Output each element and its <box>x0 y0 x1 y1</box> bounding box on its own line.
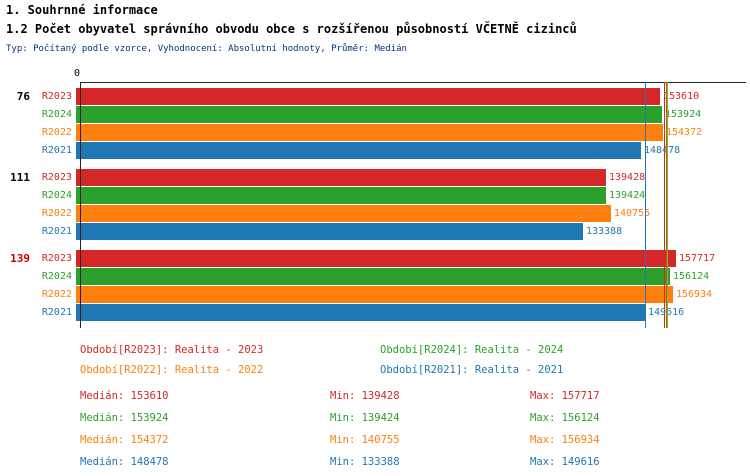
chart-title: 1.2 Počet obyvatel správního obvodu obce… <box>6 22 577 36</box>
bar-r2021 <box>76 223 583 240</box>
bar-group: 111 R2023 139428 R2024 139424 R2022 140755 R202… <box>0 169 750 240</box>
bar-value-label: 140755 <box>614 208 651 219</box>
series-label: R2023 <box>41 172 72 183</box>
stats-row: Medián: 153924 Min: 139424 Max: 156124 <box>0 412 750 426</box>
bar-chart: 0 76 R2023 153610 R2024 153924 R2022 154372 R20… <box>0 64 750 334</box>
stat-max: Max: 157717 <box>530 390 600 402</box>
bar-row: R2021149616 <box>0 304 750 321</box>
stat-max: Max: 156934 <box>530 434 600 446</box>
bar-r2021 <box>76 304 645 321</box>
stat-median: Medián: 153610 <box>80 390 169 402</box>
bar-row: R2024 156124 <box>0 268 750 285</box>
stat-median: Medián: 153924 <box>80 412 169 424</box>
stats-row: Medián: 148478 Min: 133388 Max: 149616 <box>0 456 750 470</box>
bar-r2024 <box>76 106 662 123</box>
series-label: R2024 <box>41 190 72 201</box>
stats-row: Medián: 154372 Min: 140755 Max: 156934 <box>0 434 750 448</box>
bar-row: R2024 139424 <box>0 187 750 204</box>
bar-row: R2022 140755 <box>0 205 750 222</box>
stat-min: Min: 140755 <box>330 434 400 446</box>
bar-row: 76 R2023 153610 <box>0 88 750 105</box>
bar-value-label: 139424 <box>609 190 646 201</box>
bar-value-label: 154372 <box>666 127 703 138</box>
bar-row: 111 R2023 139428 <box>0 169 750 186</box>
value-axis-line <box>80 82 746 83</box>
median-line-r2023 <box>664 82 665 328</box>
series-label: R2024 <box>41 109 72 120</box>
category-axis-line <box>80 82 81 328</box>
category-label: 111 <box>10 171 30 184</box>
stat-min: Min: 139428 <box>330 390 400 402</box>
bar-row: R2021 133388 <box>0 223 750 240</box>
bar-r2024 <box>76 268 670 285</box>
series-label: R2021 <box>41 307 72 318</box>
axis-origin-label: 0 <box>74 68 81 79</box>
chart-stats: Medián: 153610 Min: 139428 Max: 157717 Medi… <box>0 390 750 476</box>
bar-value-label: 153610 <box>663 91 700 102</box>
bar-value-label: 133388 <box>586 226 623 237</box>
stat-max: Max: 149616 <box>530 456 600 468</box>
series-label: R2022 <box>41 208 72 219</box>
bar-r2023 <box>76 88 660 105</box>
median-line-r2022 <box>667 82 668 328</box>
bar-value-label: 157717 <box>679 253 716 264</box>
series-label: R2021 <box>41 226 72 237</box>
legend-item-r2024: Období[R2024]: Realita - 2024 <box>380 344 564 356</box>
legend-item-r2023: Období[R2023]: Realita - 2023 <box>80 344 264 356</box>
median-line-r2021 <box>645 82 646 328</box>
series-label: R2023 <box>41 91 72 102</box>
bar-r2022 <box>76 286 673 303</box>
category-label: 139 <box>10 252 30 265</box>
bar-value-label: 156124 <box>673 271 710 282</box>
bar-r2024 <box>76 187 606 204</box>
stat-min: Min: 139424 <box>330 412 400 424</box>
bar-value-label: 148478 <box>644 145 681 156</box>
bar-row: R2022 154372 <box>0 124 750 141</box>
bar-value-label: 139428 <box>609 172 646 183</box>
bar-r2023 <box>76 250 676 267</box>
stat-min: Min: 133388 <box>330 456 400 468</box>
category-label: 76 <box>16 90 30 103</box>
bar-row: 139 R2023 157717 <box>0 250 750 267</box>
bar-group: 76 R2023 153610 R2024 153924 R2022 154372 R2021… <box>0 88 750 159</box>
bar-group: 139 R2023 157717 R2024 156124 R2022 156934 R202… <box>0 250 750 321</box>
bar-r2022 <box>76 205 611 222</box>
stats-row: Medián: 153610 Min: 139428 Max: 157717 <box>0 390 750 404</box>
stat-max: Max: 156124 <box>530 412 600 424</box>
legend-item-r2022: Období[R2022]: Realita - 2022 <box>80 364 264 376</box>
chart-subtitle: Typ: Počítaný podle vzorce, Vyhodnocení:… <box>6 44 407 54</box>
series-label: R2023 <box>41 253 72 264</box>
legend-item-r2021: Období[R2021]: Realita - 2021 <box>380 364 564 376</box>
bar-r2021 <box>76 142 641 159</box>
bar-r2022 <box>76 124 663 141</box>
bar-r2023 <box>76 169 606 186</box>
bar-row: R2024 153924 <box>0 106 750 123</box>
bar-value-label: 156934 <box>676 289 713 300</box>
stat-median: Medián: 154372 <box>80 434 169 446</box>
series-label: R2022 <box>41 289 72 300</box>
bar-row: R2021 148478 <box>0 142 750 159</box>
stat-median: Medián: 148478 <box>80 456 169 468</box>
bar-value-label: 153924 <box>665 109 702 120</box>
page-title: 1. Souhrnné informace <box>6 3 158 17</box>
median-line-r2024 <box>666 82 667 328</box>
series-label: R2024 <box>41 271 72 282</box>
bar-row: R2022 156934 <box>0 286 750 303</box>
bars-area: 76 R2023 153610 R2024 153924 R2022 154372 R2021… <box>0 88 750 331</box>
series-label: R2021 <box>41 145 72 156</box>
series-label: R2022 <box>41 127 72 138</box>
chart-legend: Období[R2023]: Realita - 2023 Období[R20… <box>0 344 750 384</box>
